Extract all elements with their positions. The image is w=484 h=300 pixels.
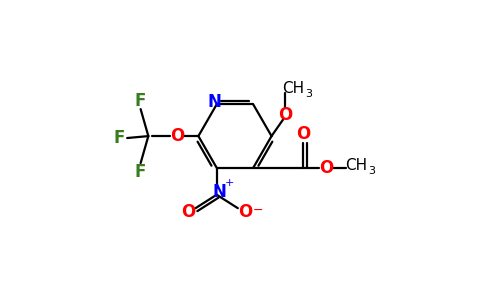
Text: CH: CH bbox=[345, 158, 367, 172]
Text: O: O bbox=[170, 127, 184, 145]
Text: O: O bbox=[319, 159, 333, 177]
Text: F: F bbox=[135, 92, 146, 110]
Text: O: O bbox=[239, 203, 253, 221]
Text: −: − bbox=[253, 204, 263, 217]
Text: N: N bbox=[213, 183, 227, 201]
Text: O: O bbox=[296, 125, 310, 143]
Text: CH: CH bbox=[283, 81, 304, 96]
Text: 3: 3 bbox=[305, 89, 312, 99]
Text: O: O bbox=[278, 106, 292, 124]
Text: 3: 3 bbox=[368, 166, 375, 176]
Text: N: N bbox=[208, 93, 222, 111]
Text: F: F bbox=[135, 163, 146, 181]
Text: F: F bbox=[114, 129, 125, 147]
Text: O: O bbox=[181, 203, 195, 221]
Text: +: + bbox=[224, 178, 234, 188]
